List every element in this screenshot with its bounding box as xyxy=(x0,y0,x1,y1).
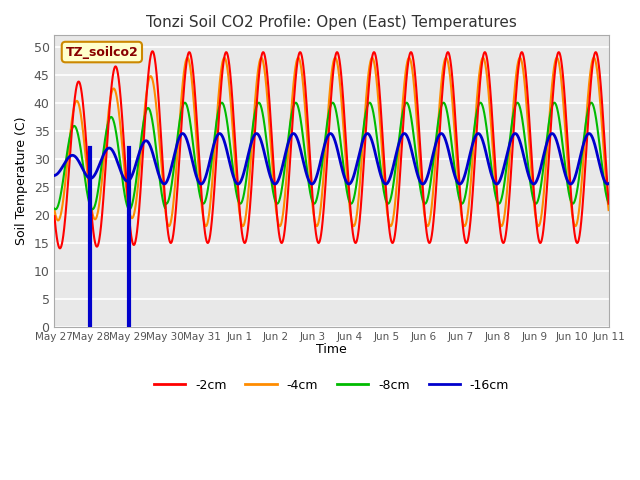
Y-axis label: Soil Temperature (C): Soil Temperature (C) xyxy=(15,117,28,245)
Title: Tonzi Soil CO2 Profile: Open (East) Temperatures: Tonzi Soil CO2 Profile: Open (East) Temp… xyxy=(146,15,517,30)
Legend: -2cm, -4cm, -8cm, -16cm: -2cm, -4cm, -8cm, -16cm xyxy=(149,374,514,397)
X-axis label: Time: Time xyxy=(316,343,347,357)
Text: TZ_soilco2: TZ_soilco2 xyxy=(65,46,138,59)
